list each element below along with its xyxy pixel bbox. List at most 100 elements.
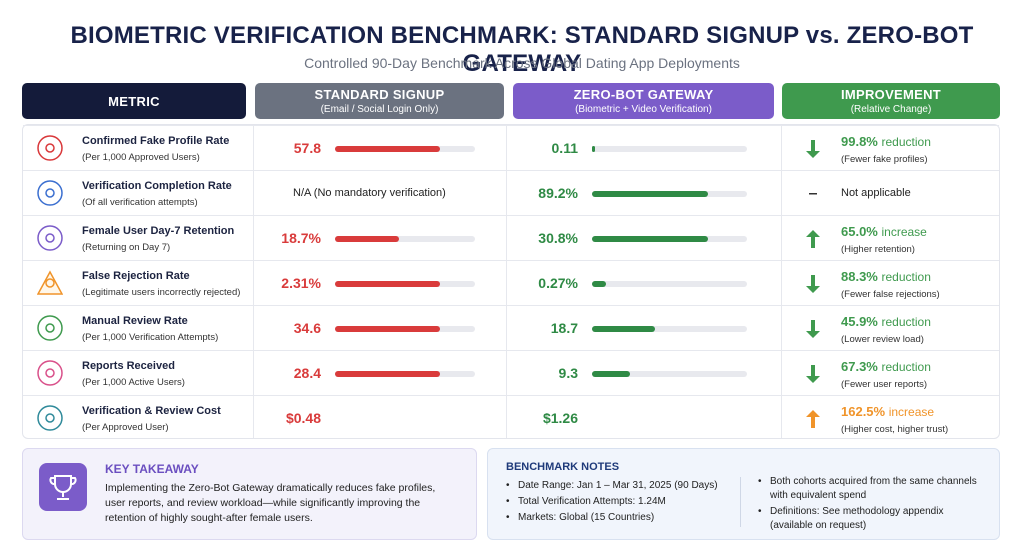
bar [335,146,440,152]
table: Confirmed Fake Profile Rate (Per 1,000 Ap… [22,124,1000,439]
bullet: • [506,496,510,507]
cell-value: 18.7% [281,230,321,246]
column-subtitle: (Relative Change) [850,104,932,115]
metric-icon [37,315,63,341]
table-row: Verification & Review Cost (Per Approved … [23,395,999,440]
bullet: • [506,512,510,523]
subtitle: Controlled 90-Day Benchmark Across Globa… [304,55,740,71]
improvement-note: (Fewer user reports) [841,379,928,390]
divider [740,477,741,527]
benchmark-notes: BENCHMARK NOTES • Date Range: Jan 1 – Mar… [487,448,1000,540]
cell-value: $0.48 [285,410,321,426]
bar-track [335,371,475,377]
bullet: • [758,476,762,487]
takeaway-title: KEY TAKEAWAY [105,462,199,476]
metric-subtitle: (Per 1,000 Approved Users) [82,152,200,163]
improvement-note: (Higher retention) [841,244,915,255]
improvement-value: 65.0% increase [841,224,927,239]
improvement-value: 67.3% reduction [841,359,931,374]
note-text: Date Range: Jan 1 – Mar 31, 2025 (90 Day… [518,480,718,491]
key-takeaway: KEY TAKEAWAY Implementing the Zero-Bot G… [22,448,477,540]
metric-icon [37,405,63,431]
improvement-text: Not applicable [841,187,911,199]
trend-arrow [806,410,820,428]
metric-subtitle: (Per 1,000 Active Users) [82,377,185,388]
bar [335,281,440,287]
cell-value: $1.26 [542,410,578,426]
note-text: Markets: Global (15 Countries) [518,512,655,523]
note-item: • Total Verification Attempts: 1.24M [506,495,736,509]
cell-value: 0.27% [538,275,578,291]
table-row: Reports Received (Per 1,000 Active Users)… [23,350,999,395]
cell-value: 9.3 [558,365,578,381]
table-row: Manual Review Rate (Per 1,000 Verificatio… [23,305,999,350]
trend-arrow [806,140,820,158]
improvement-word: reduction [881,315,931,329]
improvement-note: (Fewer false rejections) [841,289,940,300]
metric-name: False Rejection Rate [82,270,190,282]
note-text: Total Verification Attempts: 1.24M [518,496,666,507]
improvement-percent: 65.0% [841,224,878,239]
metric-icon [37,270,63,295]
column-header: STANDARD SIGNUP (Email / Social Login Onl… [255,83,504,119]
cell-value: 28.4 [293,365,321,381]
notes-right: • Both cohorts acquired from the same cha… [758,475,983,535]
bullet: • [758,506,762,517]
metric-icon [37,225,63,251]
cell-value: 18.7 [550,320,578,336]
column-divider [781,125,782,438]
metric-name: Manual Review Rate [82,315,188,327]
notes-title: BENCHMARK NOTES [506,461,620,473]
takeaway-text: Implementing the Zero-Bot Gateway dramat… [105,482,436,524]
column-title: ZERO-BOT GATEWAY [573,87,714,102]
metric-icon [37,180,63,206]
column-header: ZERO-BOT GATEWAY (Biometric + Video Verif… [513,83,774,119]
improvement-percent: 162.5% [841,404,886,419]
improvement-value: 162.5% increase [841,404,934,419]
metric-subtitle: (Returning on Day 7) [82,242,171,253]
cell-value: 30.8% [538,230,578,246]
note-text: Both cohorts acquired from the same chan… [770,476,977,501]
improvement-percent: 45.9% [841,314,878,329]
metric-subtitle: (Of all verification attempts) [82,197,198,208]
metric-name: Confirmed Fake Profile Rate [82,135,230,147]
improvement-word: increase [881,225,927,239]
column-title: STANDARD SIGNUP [314,87,445,102]
note-item: • Markets: Global (15 Countries) [506,511,736,525]
trend-arrow [806,365,820,383]
improvement-note: (Lower review load) [841,334,924,345]
column-header: METRIC [22,83,246,119]
bar [592,326,655,332]
metric-icon [37,360,63,386]
improvement-percent: 88.3% [841,269,878,284]
table-row: Verification Completion Rate (Of all veri… [23,170,999,215]
metric-name: Verification & Review Cost [82,405,221,417]
note-item: • Definitions: See methodology appendix (… [758,505,983,533]
bullet: • [506,480,510,491]
trend-arrow [806,275,820,293]
bar [592,146,595,152]
trend-arrow [806,230,820,248]
improvement-word: increase [888,405,935,419]
note-item: • Both cohorts acquired from the same cha… [758,475,983,503]
table-row: False Rejection Rate (Legitimate users in… [23,260,999,305]
notes-left: • Date Range: Jan 1 – Mar 31, 2025 (90 Da… [506,479,736,527]
column-subtitle: (Biometric + Video Verification) [575,104,712,115]
metric-subtitle: (Legitimate users incorrectly rejected) [82,287,241,298]
bar-track [335,281,475,287]
table-row: Confirmed Fake Profile Rate (Per 1,000 Ap… [23,125,999,170]
cell-value: 89.2% [538,185,578,201]
table-row: Female User Day-7 Retention (Returning on… [23,215,999,260]
bar-track [592,326,747,332]
bar-track [335,236,475,242]
bar-track [592,236,747,242]
metric-subtitle: (Per Approved User) [82,422,169,433]
cell-value: 34.6 [293,320,321,336]
improvement-note: (Higher cost, higher trust) [841,424,949,435]
trend-arrow [809,193,817,195]
note-text: Definitions: See methodology appendix (a… [770,506,944,531]
bar-track [335,326,475,332]
trophy-icon [39,463,87,511]
cell-value: 57.8 [293,140,321,156]
bar-track [335,146,475,152]
